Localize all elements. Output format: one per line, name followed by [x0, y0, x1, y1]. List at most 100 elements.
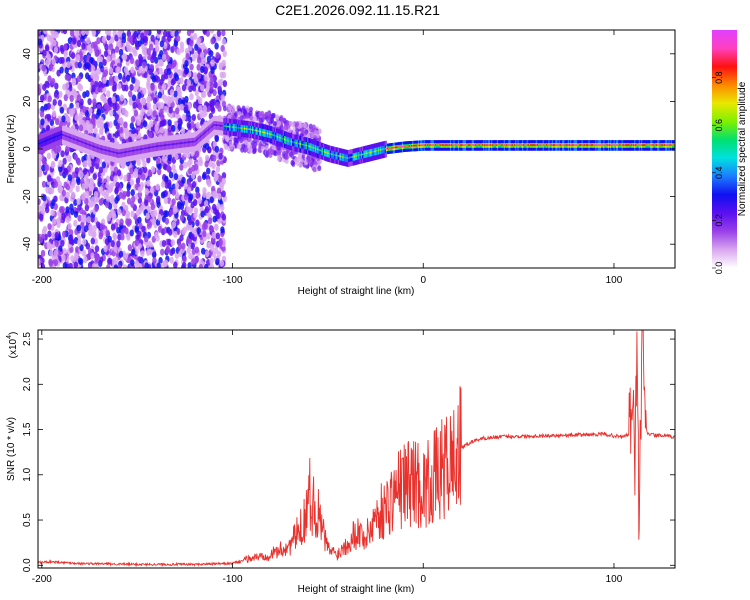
noise-blob [90, 117, 96, 125]
noise-blob [117, 264, 122, 268]
ridge-core [580, 144, 583, 146]
ridge-core [175, 143, 178, 145]
ridge-core [304, 144, 307, 146]
noise-blob [100, 122, 105, 130]
noise-blob [154, 231, 159, 239]
noise-blob [58, 160, 63, 168]
noise-blob [209, 30, 215, 34]
ridge-core [189, 141, 192, 143]
noise-blob [177, 242, 183, 250]
noise-blob [48, 260, 54, 268]
ridge-core [274, 135, 278, 137]
noise-blob [136, 159, 141, 167]
noise-blob [200, 51, 205, 59]
ridge-core [246, 128, 249, 130]
ridge-core [113, 151, 116, 154]
noise-blob [229, 135, 234, 142]
noise-blob [102, 76, 107, 84]
noise-blob [204, 206, 210, 214]
ridge-core [384, 147, 387, 150]
noise-blob [69, 30, 75, 37]
ridge-core [387, 147, 390, 150]
noise-blob [63, 94, 69, 102]
ridge-core [272, 134, 275, 136]
ridge-core [492, 144, 495, 146]
noise-blob [126, 197, 132, 205]
ridge-core [230, 126, 233, 128]
noise-blob [205, 178, 211, 186]
noise-blob [179, 163, 184, 171]
ridge-core [322, 150, 326, 153]
noise-blob [200, 84, 205, 92]
ridge-core [441, 144, 445, 146]
noise-blob [190, 121, 195, 129]
ridge-core [443, 144, 446, 146]
ridge-core [392, 146, 395, 149]
noise-blob [117, 72, 123, 80]
ridge-core [178, 142, 181, 145]
ridge-core [543, 144, 546, 146]
ridge-core [571, 144, 574, 146]
noise-blob [75, 176, 81, 184]
noise-blob [90, 237, 95, 245]
noise-blob [273, 150, 278, 157]
noise-blob [163, 197, 169, 205]
ridge-core [213, 124, 216, 126]
noise-blob [248, 110, 253, 117]
ridge-core [479, 144, 482, 146]
ridge-core [463, 144, 466, 146]
noise-blob [155, 45, 160, 53]
ridge-core [382, 148, 385, 151]
ridge-core [486, 144, 489, 146]
ridge-core [478, 144, 481, 146]
ridge-core [453, 144, 456, 146]
noise-blob [146, 156, 151, 164]
noise-blob [132, 101, 137, 109]
ridge-core [305, 144, 308, 147]
ridge-core [598, 144, 601, 146]
ridge-core [375, 150, 378, 152]
noise-blob [191, 181, 197, 189]
noise-blob [38, 198, 41, 206]
ridge-core [455, 144, 458, 146]
ridge-core [67, 136, 70, 138]
ridge-core [114, 151, 117, 154]
ridge-core [628, 144, 631, 146]
ridge-core [649, 144, 652, 146]
ridge-core [622, 144, 625, 146]
noise-blob [54, 118, 60, 126]
noise-blob [206, 191, 211, 199]
ridge-core [599, 144, 603, 146]
noise-blob [77, 214, 82, 222]
noise-blob [222, 80, 228, 88]
ridge-core [579, 144, 582, 146]
ridge-core [332, 153, 335, 156]
noise-blob [215, 51, 220, 59]
noise-blob [140, 173, 146, 181]
noise-blob [111, 53, 116, 61]
ridge-core [226, 125, 230, 128]
noise-blob [158, 59, 163, 67]
noise-blob [47, 223, 52, 231]
noise-blob [103, 245, 108, 253]
noise-blob [113, 202, 118, 210]
ridge-core [471, 144, 474, 146]
noise-blob [135, 177, 141, 185]
noise-blob [94, 245, 100, 253]
ridge-core [173, 143, 176, 145]
noise-blob [220, 226, 225, 234]
noise-blob [183, 182, 188, 190]
ridge-core [229, 125, 232, 128]
ridge-core [336, 154, 339, 157]
ridge-core [597, 144, 600, 146]
noise-blob [50, 209, 55, 217]
noise-blob [91, 159, 96, 167]
ridge-core [515, 144, 518, 146]
noise-blob [209, 263, 215, 268]
noise-blob [156, 262, 161, 268]
ridge-core [130, 150, 133, 152]
noise-blob [173, 39, 179, 47]
noise-blob [45, 125, 51, 133]
noise-blob [125, 74, 131, 82]
ridge-core [449, 144, 453, 146]
